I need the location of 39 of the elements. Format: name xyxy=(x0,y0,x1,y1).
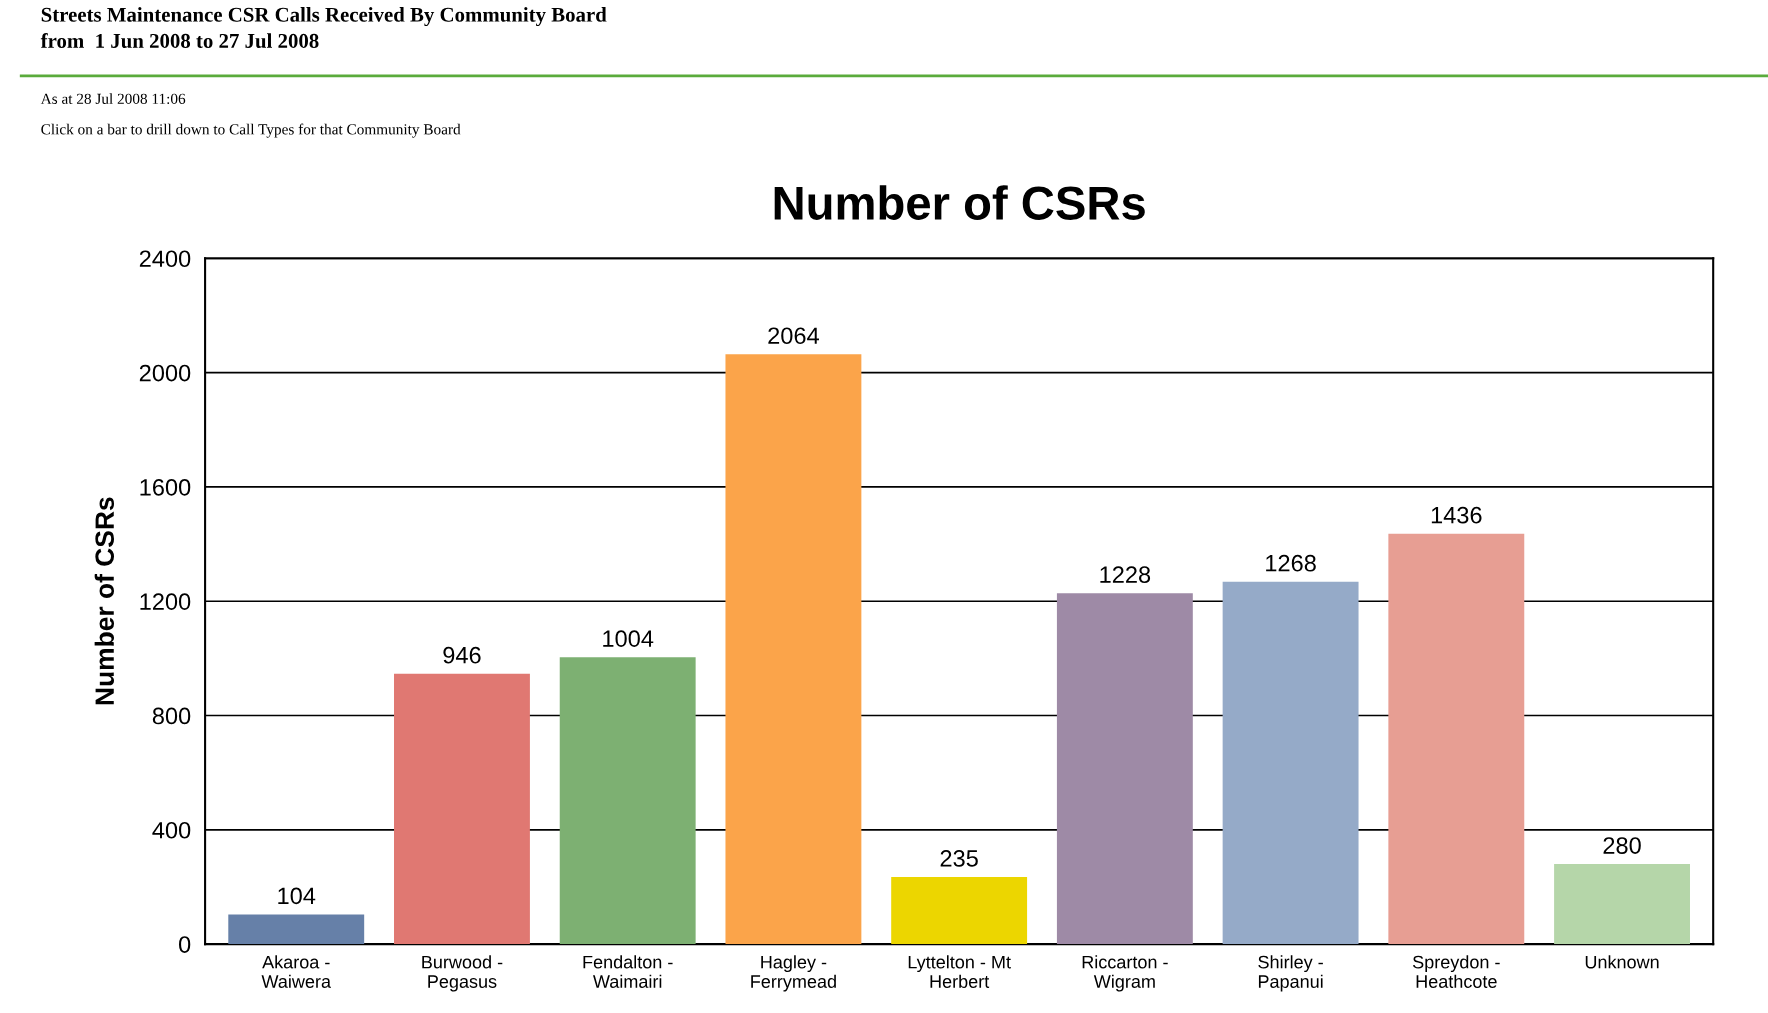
data-label: 2064 xyxy=(768,327,819,345)
data-label: 104 xyxy=(278,887,316,905)
data-label: 1228 xyxy=(1100,566,1151,583)
y-tick-label: 1600 xyxy=(140,478,191,496)
chart-subtitle: Streets Maintenance CSR Calls Received By Community Board from 1 Jun 2008 to 27 Jul 2008 xyxy=(40,7,607,48)
bar xyxy=(1222,581,1359,945)
x-tick-label: Riccarton - Wigram xyxy=(1082,955,1168,992)
data-label: 1268 xyxy=(1266,554,1316,572)
chart-title: Number of CSRs xyxy=(774,185,1145,220)
y-tick-label: 400 xyxy=(152,821,191,839)
text: As at 28 Jul 2008 11:06 xyxy=(40,93,186,105)
bar xyxy=(1056,593,1193,945)
data-label: 235 xyxy=(940,850,978,867)
y-tick-label: 2000 xyxy=(139,364,191,382)
x-tick-label: Hagley - Ferrymead xyxy=(751,955,836,992)
data-label: 1436 xyxy=(1431,506,1482,524)
y-tick-label: 2400 xyxy=(139,250,191,268)
x-tick-label: Burwood - Pegasus xyxy=(422,955,503,992)
data-label: 946 xyxy=(443,646,481,664)
bar xyxy=(1554,864,1690,945)
y-tick-label: 0 xyxy=(178,936,191,953)
bar xyxy=(891,876,1028,945)
x-tick-label: Fendalton - Waimairi xyxy=(583,955,673,988)
y-axis-title: Number of CSRs xyxy=(94,497,115,705)
bar xyxy=(394,673,530,945)
x-tick-label: Akaroa - Waiwera xyxy=(261,955,332,988)
y-tick-label: 800 xyxy=(152,707,191,725)
bar xyxy=(228,914,365,945)
bar xyxy=(725,354,862,945)
x-tick-label: Unknown xyxy=(1585,955,1659,969)
bar xyxy=(559,657,696,945)
x-tick-label: Shirley - Papanui xyxy=(1258,955,1323,992)
y-tick-label: 1200 xyxy=(140,593,191,610)
text: Click on a bar to drill down to Call Types for that Community Board xyxy=(41,123,461,138)
x-tick-label: Spreydon - Heathcote xyxy=(1412,955,1500,988)
x-tick-label: Lyttelton - Mt Herbert xyxy=(908,955,1011,988)
bar xyxy=(1388,533,1525,945)
data-label: 1004 xyxy=(603,630,654,647)
data-label: 280 xyxy=(1603,837,1641,854)
